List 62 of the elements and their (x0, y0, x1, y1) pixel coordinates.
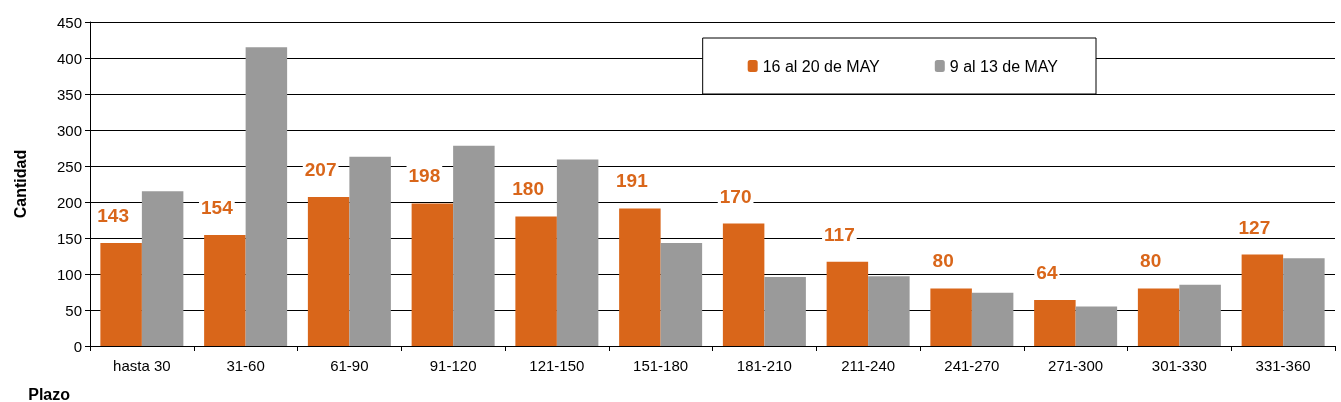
bar (1137, 288, 1180, 346)
bar (1283, 258, 1325, 346)
bar (971, 292, 1014, 346)
y-tick-label: 400 (56, 49, 82, 67)
x-tick-label: 331-360 (1255, 357, 1311, 374)
bar (204, 235, 246, 346)
x-tick-label: 241-270 (944, 357, 1000, 374)
bar (1075, 306, 1118, 346)
bar (100, 243, 142, 346)
data-label: 198 (408, 165, 441, 187)
y-tick-label: 350 (56, 85, 82, 103)
data-label: 207 (304, 158, 337, 180)
y-tick-label: 0 (73, 337, 82, 355)
data-label: 117 (824, 223, 855, 245)
y-tick-label: 200 (56, 193, 82, 211)
x-tick-label: 121-150 (529, 357, 585, 374)
y-tick-label: 100 (56, 265, 82, 283)
bar (826, 261, 869, 346)
data-label: 80 (932, 250, 954, 272)
bar (411, 203, 454, 346)
x-tick-label: 211-240 (841, 357, 896, 374)
bar (307, 196, 350, 346)
y-tick-label: 300 (56, 121, 82, 139)
bar (660, 243, 703, 346)
data-label: 154 (201, 197, 234, 219)
y-tick-label: 150 (56, 229, 82, 247)
x-tick-label: 31-60 (226, 357, 265, 374)
bar (1034, 299, 1076, 346)
data-label: 170 (719, 185, 752, 207)
bar (453, 145, 495, 346)
y-axis-title: Cantidad (11, 149, 29, 219)
x-axis-title: Plazo (28, 385, 71, 402)
data-label: 143 (97, 205, 129, 227)
x-tick-label: 61-90 (330, 357, 369, 374)
data-label: 80 (1140, 250, 1162, 272)
y-tick-label: 250 (56, 157, 82, 175)
legend-label: 16 al 20 de MAY (762, 57, 881, 75)
data-label: 64 (1036, 261, 1058, 283)
data-label: 180 (512, 178, 544, 200)
data-label: 127 (1238, 216, 1271, 238)
bar (349, 156, 391, 346)
x-tick-label: 151-180 (633, 357, 689, 374)
x-tick-label: hasta 30 (113, 357, 171, 374)
x-tick-label: 301-330 (1151, 357, 1207, 374)
legend-label: 9 al 13 de MAY (949, 57, 1059, 75)
x-tick-label: 181-210 (736, 357, 792, 374)
bar (1241, 254, 1284, 346)
y-tick-label: 450 (56, 13, 82, 31)
x-tick-label: 91-120 (429, 357, 477, 374)
bar (868, 276, 910, 346)
bar (764, 276, 806, 346)
bar (245, 47, 288, 346)
x-tick-label: 271-300 (1048, 357, 1104, 374)
data-label: 191 (616, 170, 649, 192)
bar (515, 216, 557, 346)
bar (619, 208, 661, 346)
bar (556, 159, 599, 346)
bar (1179, 284, 1221, 346)
bar (930, 288, 972, 346)
bar (722, 223, 765, 346)
y-tick-label: 50 (65, 301, 82, 319)
bar (141, 191, 184, 346)
